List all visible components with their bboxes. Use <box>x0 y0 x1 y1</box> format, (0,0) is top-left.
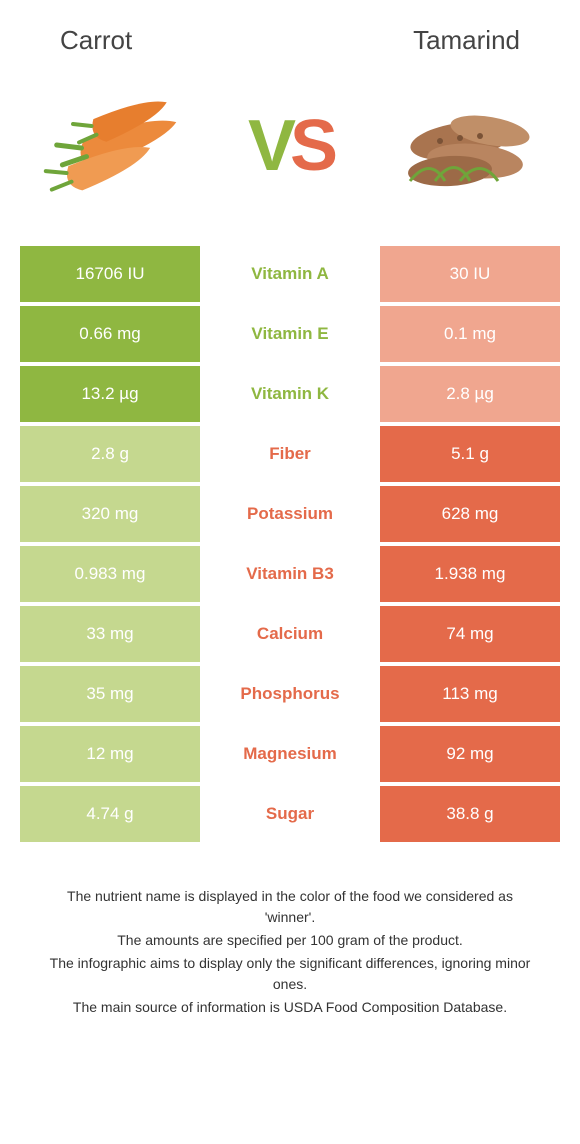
left-food-title: Carrot <box>60 25 132 56</box>
nutrient-label-cell: Magnesium <box>200 726 380 782</box>
footer-line-2: The amounts are specified per 100 gram o… <box>40 930 540 951</box>
left-value-cell: 4.74 g <box>20 786 200 842</box>
table-row: 12 mgMagnesium92 mg <box>20 726 560 786</box>
right-value-cell: 30 IU <box>380 246 560 302</box>
nutrient-label-cell: Vitamin E <box>200 306 380 362</box>
right-value-cell: 74 mg <box>380 606 560 662</box>
footer-line-4: The main source of information is USDA F… <box>40 997 540 1018</box>
vs-label: VS <box>248 105 332 187</box>
nutrient-label-cell: Sugar <box>200 786 380 842</box>
nutrient-label-cell: Vitamin B3 <box>200 546 380 602</box>
right-value-cell: 5.1 g <box>380 426 560 482</box>
nutrient-label-cell: Calcium <box>200 606 380 662</box>
hero-row: VS <box>0 66 580 236</box>
tamarind-icon <box>380 86 550 206</box>
left-value-cell: 13.2 µg <box>20 366 200 422</box>
title-row: Carrot Tamarind <box>0 0 580 66</box>
left-value-cell: 33 mg <box>20 606 200 662</box>
right-food-title: Tamarind <box>413 25 520 56</box>
nutrient-label-cell: Phosphorus <box>200 666 380 722</box>
carrot-image <box>30 86 200 206</box>
right-value-cell: 628 mg <box>380 486 560 542</box>
nutrient-label-cell: Vitamin A <box>200 246 380 302</box>
nutrient-label-cell: Fiber <box>200 426 380 482</box>
table-row: 35 mgPhosphorus113 mg <box>20 666 560 726</box>
table-row: 13.2 µgVitamin K2.8 µg <box>20 366 560 426</box>
left-value-cell: 12 mg <box>20 726 200 782</box>
table-row: 0.66 mgVitamin E0.1 mg <box>20 306 560 366</box>
right-value-cell: 113 mg <box>380 666 560 722</box>
left-value-cell: 0.983 mg <box>20 546 200 602</box>
vs-s-letter: S <box>290 106 332 186</box>
footer-line-1: The nutrient name is displayed in the co… <box>40 886 540 928</box>
right-value-cell: 1.938 mg <box>380 546 560 602</box>
table-row: 2.8 gFiber5.1 g <box>20 426 560 486</box>
table-row: 4.74 gSugar38.8 g <box>20 786 560 846</box>
right-value-cell: 38.8 g <box>380 786 560 842</box>
left-value-cell: 35 mg <box>20 666 200 722</box>
left-value-cell: 0.66 mg <box>20 306 200 362</box>
left-value-cell: 16706 IU <box>20 246 200 302</box>
right-value-cell: 0.1 mg <box>380 306 560 362</box>
infographic-container: Carrot Tamarind VS <box>0 0 580 1018</box>
nutrient-label-cell: Vitamin K <box>200 366 380 422</box>
comparison-table: 16706 IUVitamin A30 IU0.66 mgVitamin E0.… <box>20 246 560 846</box>
vs-v-letter: V <box>248 106 290 186</box>
table-row: 33 mgCalcium74 mg <box>20 606 560 666</box>
left-value-cell: 2.8 g <box>20 426 200 482</box>
footer-line-3: The infographic aims to display only the… <box>40 953 540 995</box>
table-row: 320 mgPotassium628 mg <box>20 486 560 546</box>
tamarind-image <box>380 86 550 206</box>
table-row: 0.983 mgVitamin B31.938 mg <box>20 546 560 606</box>
footer-notes: The nutrient name is displayed in the co… <box>40 886 540 1018</box>
table-row: 16706 IUVitamin A30 IU <box>20 246 560 306</box>
carrot-icon <box>30 86 200 206</box>
right-value-cell: 2.8 µg <box>380 366 560 422</box>
nutrient-label-cell: Potassium <box>200 486 380 542</box>
right-value-cell: 92 mg <box>380 726 560 782</box>
left-value-cell: 320 mg <box>20 486 200 542</box>
